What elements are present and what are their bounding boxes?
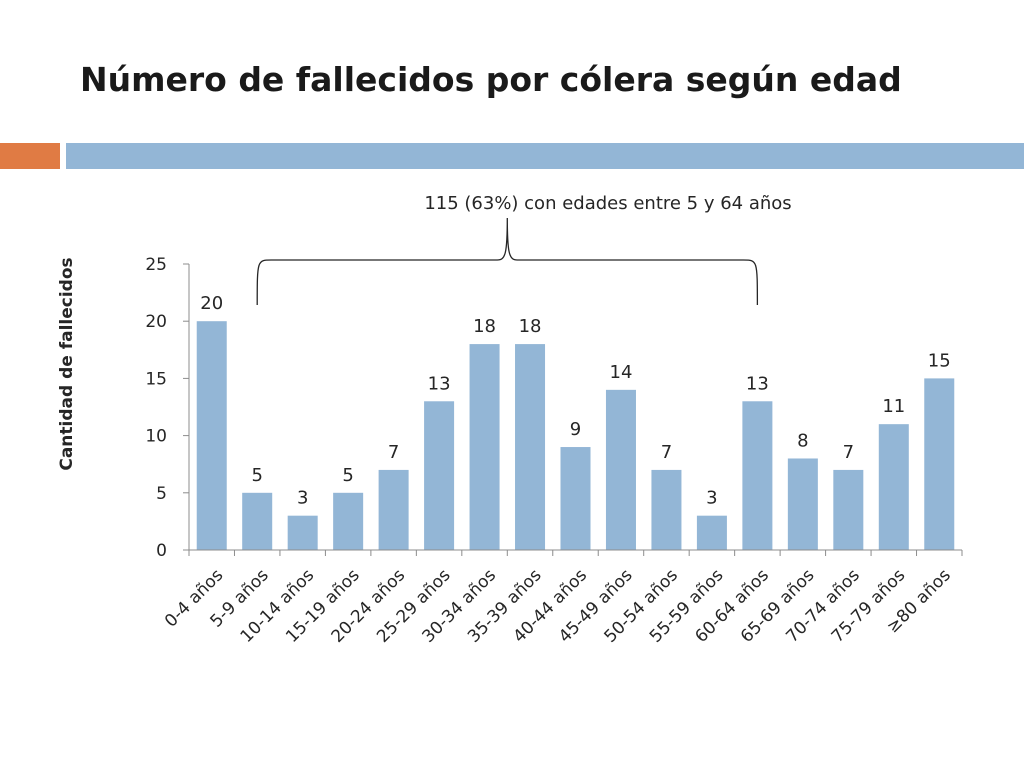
y-axis: 0 5 10 15 20 25 — [145, 255, 190, 561]
bar — [924, 378, 955, 550]
data-label: 5 — [251, 465, 262, 486]
data-label: 18 — [473, 316, 496, 337]
data-label: 15 — [928, 350, 951, 371]
annotation-text: 115 (63%) con edades entre 5 y 64 años — [424, 193, 791, 214]
data-label: 8 — [797, 430, 808, 451]
y-tick-label: 20 — [145, 312, 167, 332]
bar — [469, 344, 500, 550]
data-label: 9 — [570, 419, 581, 440]
data-label: 7 — [661, 442, 672, 463]
data-label: 3 — [706, 488, 717, 509]
accent-bar-blue — [66, 143, 1024, 169]
bar — [651, 469, 682, 550]
data-label: 18 — [519, 316, 542, 337]
data-label: 7 — [388, 442, 399, 463]
data-label: 20 — [200, 293, 223, 314]
data-label: 13 — [428, 373, 451, 394]
bar — [787, 458, 818, 550]
data-label: 3 — [297, 488, 308, 509]
bar — [605, 389, 636, 550]
bar — [242, 492, 273, 550]
bar — [878, 424, 909, 550]
annotation-brace — [256, 217, 759, 306]
y-tick-label: 5 — [156, 484, 167, 504]
y-tick-label: 25 — [145, 255, 167, 275]
accent-bar-orange — [0, 143, 60, 169]
bar — [378, 469, 409, 550]
data-label: 5 — [342, 465, 353, 486]
y-axis-title: Cantidad de fallecidos — [57, 257, 77, 470]
bar — [833, 469, 864, 550]
y-tick-label: 0 — [156, 541, 167, 561]
bar — [287, 515, 318, 550]
y-tick-label: 10 — [145, 427, 167, 447]
bars: 20 5 3 5 7 13 18 18 9 14 7 3 13 8 7 11 15 — [196, 293, 955, 550]
bar — [424, 401, 455, 550]
data-label: 7 — [843, 442, 854, 463]
data-label: 14 — [610, 362, 633, 383]
bar — [560, 447, 591, 550]
data-label: 13 — [746, 373, 769, 394]
bar — [696, 515, 727, 550]
bar — [515, 344, 546, 550]
bar — [742, 401, 773, 550]
bar — [333, 492, 364, 550]
annotation: 115 (63%) con edades entre 5 y 64 años — [256, 193, 792, 306]
y-tick-label: 15 — [145, 369, 167, 389]
data-label: 11 — [882, 396, 905, 417]
slide-title: Número de fallecidos por cólera según ed… — [80, 60, 902, 99]
bar — [196, 321, 227, 550]
